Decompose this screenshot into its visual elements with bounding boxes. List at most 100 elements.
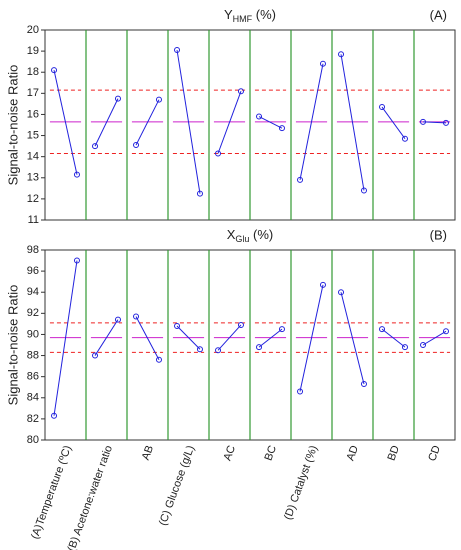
effect-point bbox=[174, 323, 181, 329]
effect-line bbox=[422, 330, 447, 346]
effect-point bbox=[114, 316, 121, 323]
y-tick-label: 19 bbox=[27, 45, 39, 57]
effect-point bbox=[114, 95, 121, 102]
effect-line bbox=[258, 328, 283, 348]
effect-line bbox=[217, 91, 242, 154]
effect-line bbox=[94, 319, 119, 356]
effect-point bbox=[338, 51, 345, 58]
panel-label: (A) bbox=[430, 7, 447, 22]
title-suffix: (%) bbox=[249, 227, 273, 242]
y-tick-label: 84 bbox=[27, 392, 39, 404]
effect-point bbox=[215, 347, 222, 354]
y-tick-label: 92 bbox=[27, 307, 39, 319]
y-tick-label: 98 bbox=[27, 244, 39, 256]
effect-point bbox=[196, 190, 203, 197]
effect-point bbox=[297, 176, 304, 183]
x-tick-label: AD bbox=[345, 444, 362, 463]
effect-point bbox=[319, 60, 326, 67]
effect-point bbox=[155, 96, 162, 103]
effect-line bbox=[94, 98, 119, 147]
y-tick-label: 20 bbox=[27, 24, 39, 36]
y-tick-label: 96 bbox=[27, 265, 39, 277]
effect-point bbox=[278, 125, 285, 132]
effect-point bbox=[278, 326, 285, 333]
effect-line bbox=[135, 316, 160, 361]
chart-title: YHMF (%) bbox=[224, 7, 276, 24]
y-tick-label: 88 bbox=[27, 349, 39, 361]
y-tick-label: 13 bbox=[27, 172, 39, 184]
effect-point bbox=[215, 150, 222, 157]
effect-point bbox=[73, 171, 80, 178]
effect-point bbox=[297, 388, 304, 395]
effect-point bbox=[73, 257, 80, 264]
effect-point bbox=[51, 67, 58, 74]
effect-point bbox=[196, 346, 203, 353]
effect-line bbox=[422, 121, 447, 124]
y-tick-label: 80 bbox=[27, 434, 39, 446]
y-tick-label: 12 bbox=[27, 193, 39, 205]
y-tick-label: 94 bbox=[27, 286, 39, 298]
effect-point bbox=[237, 321, 244, 328]
x-tick-label: AB bbox=[140, 444, 156, 462]
x-tick-label: BD bbox=[386, 444, 403, 463]
effect-line bbox=[53, 260, 78, 416]
chart-title: XGlu (%) bbox=[227, 227, 274, 244]
effect-line bbox=[176, 325, 201, 350]
x-tick-label: BC bbox=[263, 444, 280, 463]
effect-point bbox=[379, 326, 386, 333]
effect-point bbox=[92, 143, 99, 150]
x-tick-label: (A)Temperature (ºC) bbox=[29, 444, 74, 541]
effect-point bbox=[401, 135, 408, 142]
x-tick-label: AC bbox=[222, 444, 239, 463]
effect-point bbox=[360, 187, 367, 194]
effect-line bbox=[53, 70, 78, 175]
effect-point bbox=[133, 313, 140, 320]
y-axis-label: Signal-to-noise Ratio bbox=[5, 65, 20, 186]
effect-line bbox=[176, 49, 201, 194]
effect-point bbox=[319, 281, 326, 288]
panel-label: (B) bbox=[430, 227, 447, 242]
effect-line bbox=[381, 106, 406, 140]
x-tick-label: (B) Acetone:water ratio bbox=[66, 444, 116, 550]
y-tick-label: 11 bbox=[28, 214, 39, 226]
effect-point bbox=[420, 118, 427, 125]
effect-point bbox=[442, 119, 449, 126]
y-tick-label: 90 bbox=[27, 328, 39, 340]
effect-point bbox=[420, 342, 427, 348]
y-tick-label: 86 bbox=[27, 371, 39, 383]
effect-line bbox=[135, 99, 160, 146]
effect-point bbox=[237, 88, 244, 95]
y-tick-label: 14 bbox=[27, 151, 39, 163]
y-tick-label: 82 bbox=[27, 413, 39, 425]
title-main: Y bbox=[224, 7, 233, 22]
y-tick-label: 18 bbox=[27, 66, 39, 78]
effect-point bbox=[133, 142, 140, 149]
effect-point bbox=[256, 113, 263, 120]
title-suffix: (%) bbox=[252, 7, 276, 22]
y-tick-label: 15 bbox=[27, 129, 39, 141]
title-main: X bbox=[227, 227, 236, 242]
effect-line bbox=[299, 284, 324, 392]
effect-point bbox=[51, 412, 58, 419]
effect-point bbox=[379, 104, 386, 111]
effect-point bbox=[174, 47, 181, 54]
effect-point bbox=[360, 381, 367, 388]
effect-point bbox=[442, 328, 449, 335]
x-tick-label: (C) Glucose (g/L) bbox=[157, 444, 197, 527]
title-subscript: HMF bbox=[233, 14, 253, 24]
effect-point bbox=[401, 344, 408, 351]
y-axis-label: Signal-to-noise Ratio bbox=[5, 285, 20, 406]
effect-point bbox=[92, 352, 99, 359]
effect-line bbox=[340, 54, 365, 191]
effect-point bbox=[338, 289, 345, 296]
title-subscript: Glu bbox=[235, 234, 249, 244]
y-tick-label: 16 bbox=[27, 108, 39, 120]
effect-line bbox=[340, 292, 365, 385]
effect-line bbox=[258, 116, 283, 129]
effect-point bbox=[155, 356, 162, 363]
y-tick-label: 17 bbox=[27, 87, 39, 99]
effect-line bbox=[381, 328, 406, 348]
effect-point bbox=[256, 344, 263, 351]
x-tick-label: (D) Catalyst (%) bbox=[282, 444, 320, 522]
